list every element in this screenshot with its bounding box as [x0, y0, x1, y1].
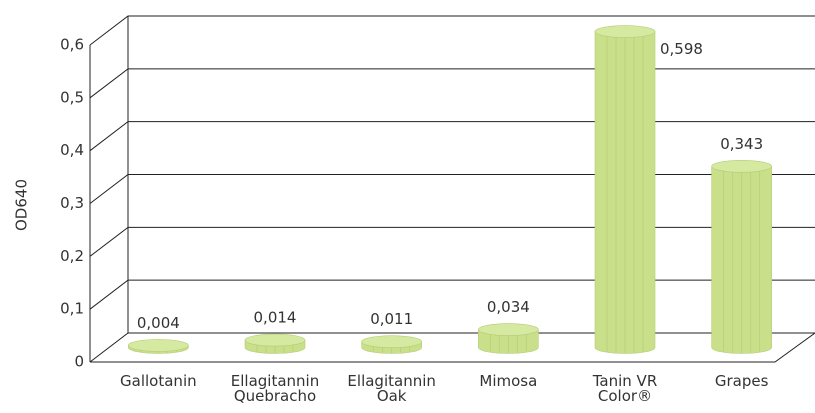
grid-line [89, 121, 815, 152]
data-label: 0,014 [254, 309, 297, 327]
x-tick-label: Ellagitannin Oak [347, 372, 436, 405]
data-label: 0,034 [487, 298, 530, 316]
bar-part [244, 333, 306, 347]
y-tick-label: 0,1 [60, 300, 84, 318]
x-tick-label: Grapes [714, 372, 769, 390]
y-tick-label: 0,6 [60, 36, 84, 54]
data-label: 0,598 [660, 40, 703, 58]
bar [244, 333, 306, 354]
x-tick-label: Ellagitannin Quebracho [230, 372, 320, 405]
data-label: 0,004 [137, 314, 180, 332]
y-axis-label: OD640 [13, 179, 31, 231]
bar [128, 339, 189, 354]
bar-part [478, 323, 539, 336]
y-tick-label: 0,4 [60, 141, 84, 159]
bar [361, 335, 422, 354]
y-tick-label: 0 [74, 353, 84, 371]
floor [90, 332, 815, 363]
grid-line [89, 68, 815, 99]
data-label: 0,011 [370, 310, 413, 328]
grid-line [89, 279, 815, 310]
bar-part [711, 159, 772, 173]
bar [711, 159, 772, 354]
bar [594, 25, 656, 354]
x-tick-label: Gallotanin [120, 372, 197, 390]
bar-part [594, 25, 656, 38]
y-tick-label: 0,3 [60, 194, 84, 212]
bar [478, 323, 539, 354]
grid-line [89, 174, 815, 204]
x-tick-label: Mimosa [479, 372, 538, 390]
y-tick-label: 0,2 [60, 247, 84, 265]
y-tick-label: 0,5 [60, 88, 84, 106]
bar-part [361, 335, 422, 348]
grid-line [89, 226, 815, 257]
grid-line [89, 332, 815, 363]
x-tick-label: Tanin VR Color® [592, 372, 658, 405]
bar-part [128, 339, 189, 352]
data-label: 0,343 [720, 135, 763, 153]
grid-line [89, 15, 815, 46]
